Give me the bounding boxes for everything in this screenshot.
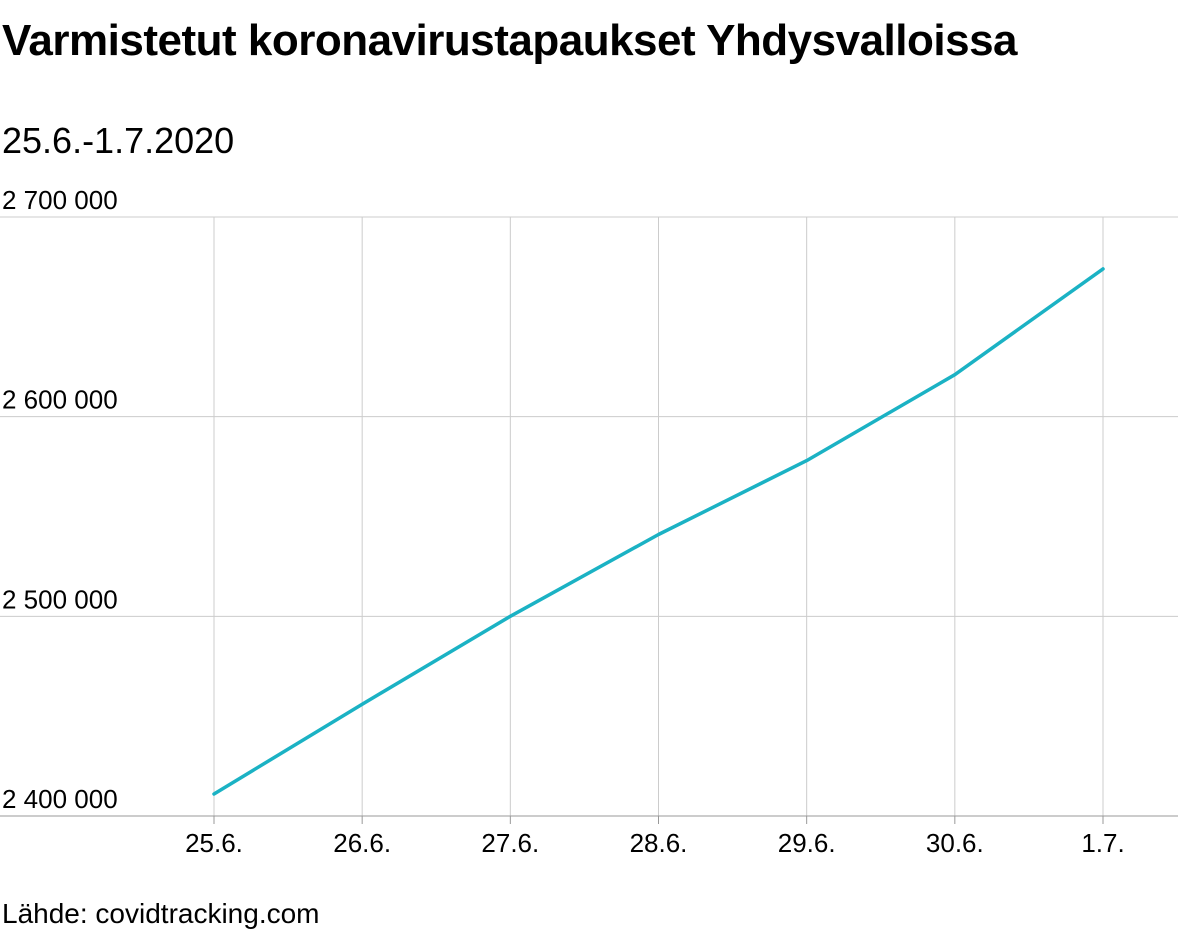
x-tick-label: 27.6.: [481, 828, 539, 858]
y-tick-label: 2 400 000: [2, 784, 118, 814]
x-tick-label: 29.6.: [778, 828, 836, 858]
x-axis: 25.6. 26.6. 27.6. 28.6. 29.6. 30.6. 1.7.: [185, 816, 1125, 858]
y-tick-label: 2 700 000: [2, 185, 118, 215]
series: [212, 267, 1105, 796]
y-tick-label: 2 500 000: [2, 584, 118, 614]
y-tick-label: 2 600 000: [2, 385, 118, 415]
x-tick-label: 1.7.: [1081, 828, 1124, 858]
chart-subtitle: 25.6.-1.7.2020: [2, 120, 235, 161]
x-tick-label: 26.6.: [333, 828, 391, 858]
x-tick-label: 25.6.: [185, 828, 243, 858]
source-note: Lähde: covidtracking.com: [2, 898, 320, 929]
x-tick-label: 30.6.: [926, 828, 984, 858]
chart-title: Varmistetut koronavirustapaukset Yhdysva…: [2, 16, 1018, 65]
x-tick-label: 28.6.: [630, 828, 688, 858]
gridlines: [0, 216, 1178, 817]
y-axis: 2 400 000 2 500 000 2 600 000 2 700 000: [2, 185, 118, 814]
series-line: [212, 267, 1105, 796]
